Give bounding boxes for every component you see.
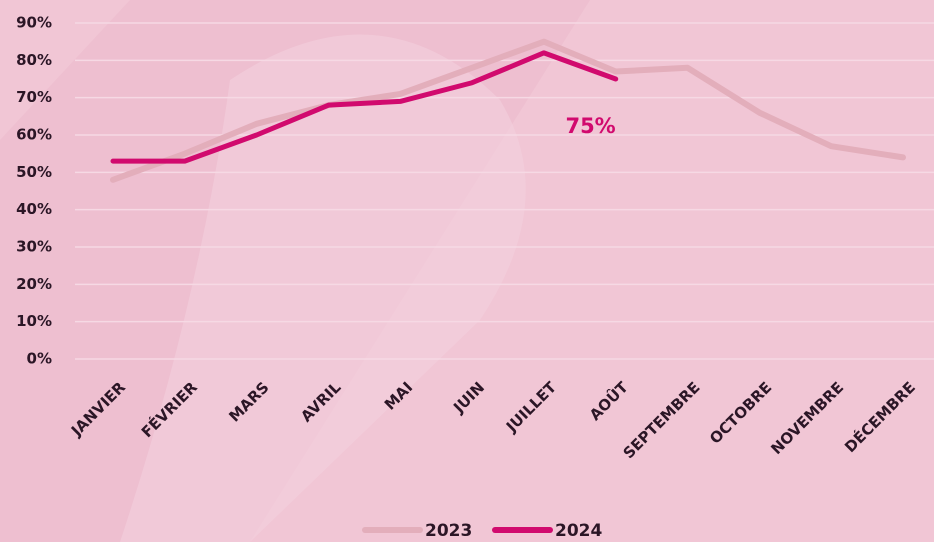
y-tick-label: 10% bbox=[16, 312, 52, 330]
series-line bbox=[110, 50, 619, 164]
grid bbox=[75, 22, 934, 360]
series-line bbox=[110, 38, 906, 183]
y-tick-label: 50% bbox=[16, 163, 52, 181]
y-tick-label: 70% bbox=[16, 88, 52, 106]
decor-heart bbox=[120, 34, 526, 542]
y-tick-label: 0% bbox=[27, 350, 52, 368]
legend-label: 2023 bbox=[425, 521, 472, 541]
y-tick-label: 80% bbox=[16, 51, 52, 69]
y-tick-label: 40% bbox=[16, 200, 52, 218]
y-tick-label: 60% bbox=[16, 126, 52, 144]
y-tick-label: 90% bbox=[16, 14, 52, 32]
y-tick-label: 20% bbox=[16, 275, 52, 293]
legend-label: 2024 bbox=[555, 521, 602, 541]
y-tick-label: 30% bbox=[16, 238, 52, 256]
data-label: 75% bbox=[565, 114, 615, 138]
lines bbox=[110, 38, 906, 183]
